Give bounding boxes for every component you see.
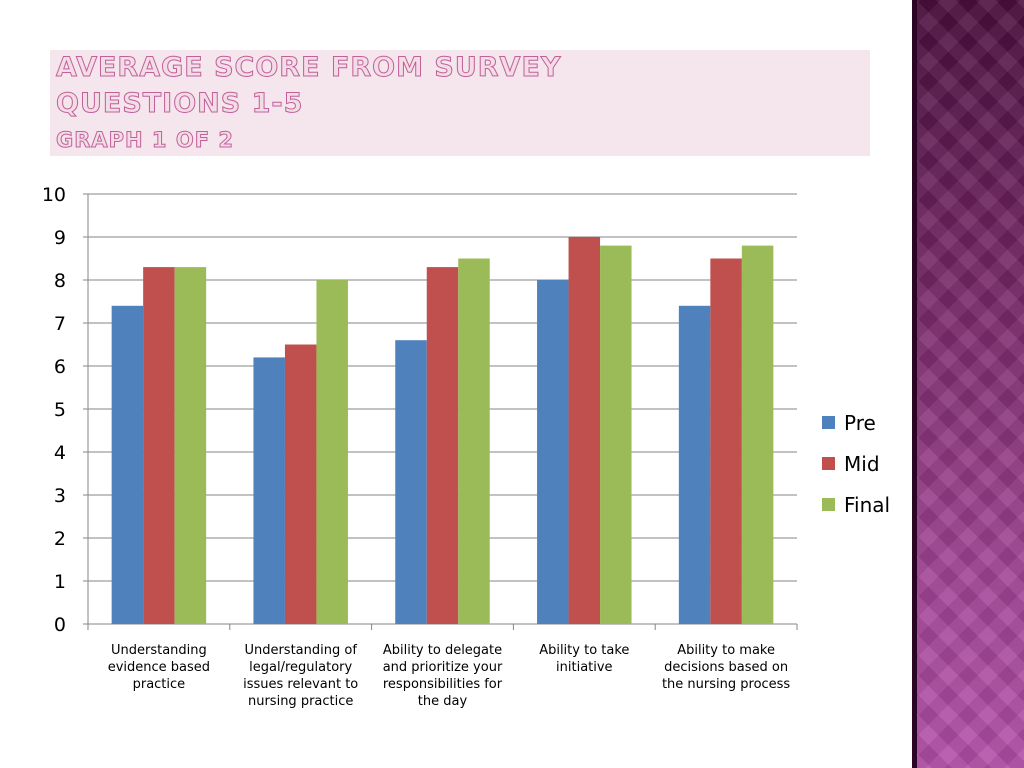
x-category-label-line: the nursing process bbox=[661, 677, 791, 692]
bar-chart: 0 1 2 3 4 5 6 7 8 9 10 bbox=[42, 184, 798, 636]
y-tick-label: 7 bbox=[54, 313, 66, 335]
x-category-label-line: Understanding bbox=[111, 643, 207, 658]
bar-final bbox=[174, 267, 207, 624]
y-tick-label: 2 bbox=[54, 528, 66, 550]
slide-title-line-2: Questions 1-5 bbox=[55, 88, 304, 120]
x-category-label-line: evidence based bbox=[107, 660, 211, 675]
bar-final bbox=[600, 245, 632, 624]
bar-pre bbox=[111, 305, 144, 624]
y-tick-label: 5 bbox=[54, 399, 66, 421]
x-category-label-line: decisions based on bbox=[664, 660, 789, 675]
x-category-label-line: Understanding of bbox=[244, 643, 357, 658]
chart-legend: Pre Mid Final bbox=[822, 402, 907, 525]
x-category-label-line: nursing practice bbox=[247, 694, 354, 709]
legend-swatch-final bbox=[822, 498, 835, 511]
y-tick-label: 8 bbox=[54, 270, 66, 292]
bar-pre bbox=[395, 340, 427, 624]
y-tick-label: 4 bbox=[54, 442, 66, 464]
legend-swatch-mid bbox=[822, 457, 835, 470]
x-category-label: Ability to make decisions based on the nur… bbox=[658, 642, 794, 693]
y-tick-label: 3 bbox=[54, 485, 66, 507]
slide-title-box: Average score from survey Questions 1-5 … bbox=[50, 50, 870, 156]
x-category-label-line: and prioritize your bbox=[382, 660, 503, 675]
bar-mid bbox=[710, 258, 742, 624]
x-category-label-line: practice bbox=[132, 677, 186, 692]
x-category-label: Understanding of legal/regulatory issues r… bbox=[233, 642, 369, 710]
x-category-label-line: the day bbox=[417, 694, 468, 709]
slide-subtitle: Graph 1 of 2 bbox=[56, 128, 234, 153]
x-category-label-line: legal/regulatory bbox=[249, 660, 353, 675]
legend-item-final: Final bbox=[822, 484, 907, 525]
x-category-label-line: responsibilities for bbox=[382, 677, 503, 692]
bar-mid bbox=[568, 237, 601, 624]
x-category-label-line: issues relevant to bbox=[243, 677, 359, 692]
decorative-side-panel bbox=[912, 0, 1024, 768]
x-category-label-line: Ability to take bbox=[539, 643, 630, 658]
y-tick-label: 9 bbox=[54, 227, 66, 249]
bar-mid bbox=[143, 267, 175, 624]
y-tick-label: 10 bbox=[42, 184, 66, 206]
bar-final bbox=[316, 280, 348, 624]
legend-item-pre: Pre bbox=[822, 402, 907, 443]
bar-mid bbox=[426, 267, 459, 624]
bar-final bbox=[458, 258, 490, 624]
y-tick-label: 0 bbox=[54, 614, 66, 636]
legend-label-final: Final bbox=[844, 492, 891, 517]
legend-label-pre: Pre bbox=[844, 410, 876, 435]
x-category-label-line: initiative bbox=[556, 660, 613, 675]
x-category-label: Understanding evidence based practice bbox=[91, 642, 227, 693]
y-tick-label: 1 bbox=[54, 571, 66, 593]
bar-pre bbox=[253, 357, 285, 624]
x-category-label: Ability to take initiative bbox=[516, 642, 652, 676]
x-category-label-line: Ability to make bbox=[677, 643, 775, 658]
bar-pre bbox=[678, 305, 711, 624]
bar-final bbox=[741, 245, 774, 624]
legend-item-mid: Mid bbox=[822, 443, 907, 484]
bar-mid bbox=[284, 344, 317, 624]
bar-pre bbox=[537, 280, 569, 624]
x-category-label: Ability to delegate and prioritize your re… bbox=[375, 642, 511, 710]
legend-label-mid: Mid bbox=[844, 451, 880, 476]
y-tick-label: 6 bbox=[54, 356, 66, 378]
x-category-label-line: Ability to delegate bbox=[382, 643, 503, 658]
legend-swatch-pre bbox=[822, 416, 835, 429]
slide-title-line-1: Average score from survey bbox=[55, 52, 562, 84]
